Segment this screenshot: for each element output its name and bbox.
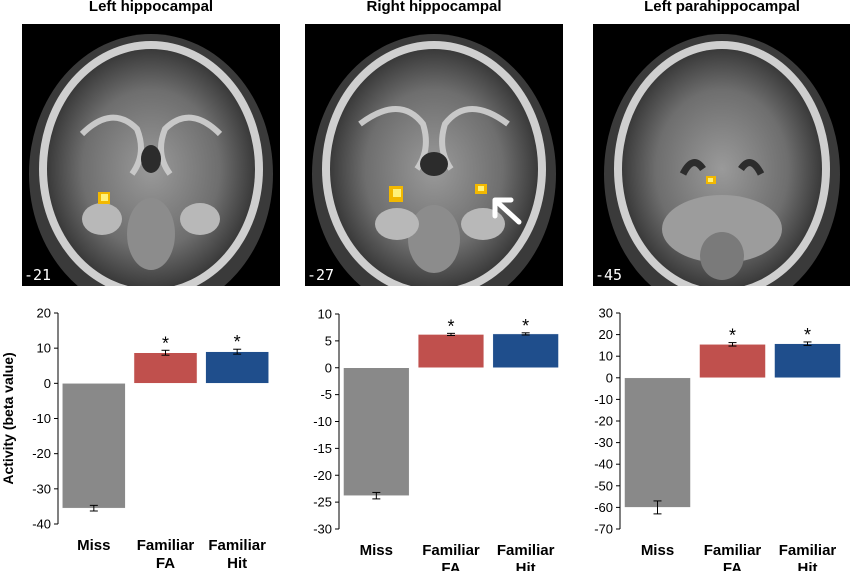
significance-star: * xyxy=(522,316,529,336)
bar-familiar-hit xyxy=(492,333,559,369)
bar-familiar-fa xyxy=(133,352,198,384)
y-tick-label: 20 xyxy=(599,327,613,342)
category-label: Familiar FA xyxy=(137,537,195,571)
y-tick-label: -10 xyxy=(313,414,332,429)
panel-title-left-hippocampal: Left hippocampal xyxy=(88,0,214,15)
y-tick-label: 10 xyxy=(318,307,332,322)
y-tick-label: -60 xyxy=(594,500,613,515)
y-tick-label: -70 xyxy=(594,522,613,537)
y-tick-label: 0 xyxy=(606,370,613,385)
y-tick-label: 10 xyxy=(37,341,51,356)
brain-image-left-parahippocampal: -45 xyxy=(593,24,850,286)
significance-star: * xyxy=(162,333,169,353)
slice-number: -27 xyxy=(307,266,335,284)
panel-title-left-parahippocampal: Left parahippocampal xyxy=(644,0,800,15)
y-tick-label: -20 xyxy=(32,446,51,461)
y-tick-label: -30 xyxy=(32,481,51,496)
slice-number: -21 xyxy=(24,266,52,284)
bar-miss xyxy=(343,367,410,496)
y-tick-label: -10 xyxy=(594,392,613,407)
y-tick-label: -20 xyxy=(313,468,332,483)
y-tick-label: 0 xyxy=(325,360,332,375)
significance-star: * xyxy=(234,332,241,352)
significance-star: * xyxy=(729,326,736,346)
bar-miss xyxy=(624,377,691,508)
arrow-icon xyxy=(492,197,522,225)
bar-familiar-fa xyxy=(417,334,485,368)
significance-star: * xyxy=(447,316,454,336)
y-tick-label: -50 xyxy=(594,478,613,493)
category-label: Familiar FA xyxy=(422,542,480,571)
y-tick-label: 10 xyxy=(599,349,613,364)
y-axis-label: Activity (beta value) xyxy=(0,352,16,484)
category-label: Familiar Hit xyxy=(497,542,555,571)
y-tick-label: -25 xyxy=(313,495,332,510)
y-tick-label: 5 xyxy=(325,333,332,348)
category-label: Familiar FA xyxy=(704,542,762,571)
brain-image-left-hippocampal: -21 xyxy=(22,24,280,286)
brain-image-right-hippocampal: -27 xyxy=(305,24,563,286)
bar-miss xyxy=(62,383,126,509)
category-label: Miss xyxy=(641,542,674,559)
significance-star: * xyxy=(804,325,811,345)
y-tick-label: -30 xyxy=(594,435,613,450)
category-label: Miss xyxy=(77,537,110,554)
y-tick-label: -40 xyxy=(594,457,613,472)
y-tick-label: -20 xyxy=(594,414,613,429)
y-tick-label: 0 xyxy=(44,376,51,391)
panel-title-right-hippocampal: Right hippocampal xyxy=(366,0,502,15)
bar-familiar-hit xyxy=(774,343,841,379)
category-label: Miss xyxy=(360,542,393,559)
y-tick-label: -10 xyxy=(32,411,51,426)
y-tick-label: -15 xyxy=(313,441,332,456)
category-label: Familiar Hit xyxy=(779,542,837,571)
y-tick-label: 30 xyxy=(599,306,613,321)
slice-number: -45 xyxy=(595,266,623,284)
y-tick-label: -5 xyxy=(320,387,332,402)
y-tick-label: -40 xyxy=(32,517,51,532)
bar-familiar-fa xyxy=(699,344,766,379)
y-tick-label: -30 xyxy=(313,522,332,537)
bar-familiar-hit xyxy=(205,351,269,384)
y-tick-label: 20 xyxy=(37,306,51,321)
category-label: Familiar Hit xyxy=(208,537,266,571)
